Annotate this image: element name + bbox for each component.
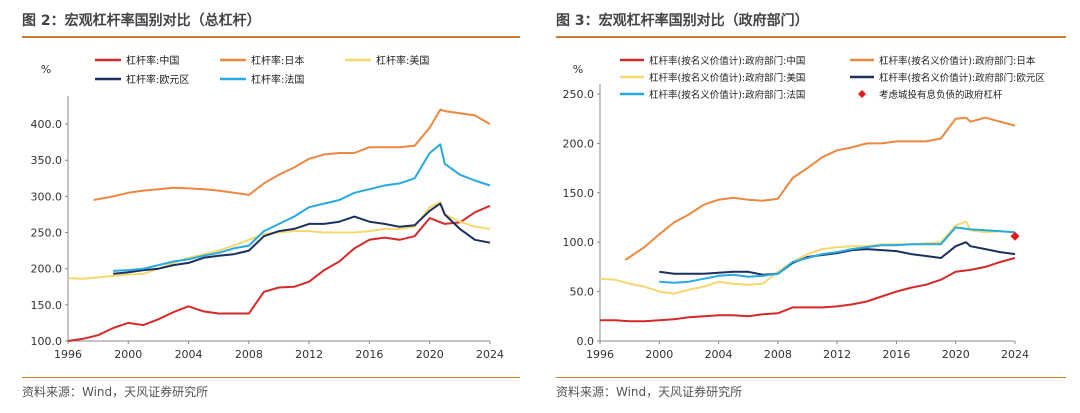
series-line bbox=[113, 143, 491, 272]
y-tick-label: 0.0 bbox=[577, 335, 595, 348]
y-tick-label: 100.0 bbox=[563, 236, 595, 249]
y-tick-label: 150.0 bbox=[563, 187, 595, 200]
legend-label: 杠杆率(按名义价值计):政府部门:中国 bbox=[649, 55, 805, 67]
legend-label: 杠杆率:欧元区 bbox=[126, 73, 189, 86]
chart-title: 图 3：宏观杠杆率国别对比（政府部门） bbox=[556, 13, 809, 29]
source-note: 资料来源：Wind，天风证券研究所 bbox=[22, 385, 209, 399]
legend-marker bbox=[858, 90, 866, 98]
series-marker bbox=[1010, 231, 1020, 241]
source-rule bbox=[556, 377, 1066, 378]
y-tick-label: 400.0 bbox=[31, 118, 63, 131]
chart-total-leverage: % 100.0 150.0 200.0 250.0 300.0 350.0 400.0 1996… bbox=[31, 54, 505, 361]
series-line bbox=[93, 108, 491, 201]
source-note: 资料来源：Wind，天风证券研究所 bbox=[556, 385, 743, 399]
y-tick-label: 200.0 bbox=[563, 137, 595, 150]
x-tick-label: 2024 bbox=[1001, 348, 1029, 361]
series-line bbox=[67, 201, 491, 280]
x-tick-label: 2008 bbox=[764, 348, 792, 361]
series-line bbox=[599, 220, 1016, 295]
legend-label: 杠杆率(按名义价值计):政府部门:欧元区 bbox=[879, 72, 1045, 84]
legend-label: 杠杆率:日本 bbox=[251, 54, 304, 67]
panel-left: 图 2：宏观杠杆率国别对比（总杠杆） % 100.0 150.0 200.0 250.0… bbox=[0, 0, 530, 413]
x-tick-label: 1996 bbox=[586, 348, 614, 361]
x-tick-label: 2016 bbox=[355, 348, 383, 361]
y-tick-label: 250.0 bbox=[563, 88, 595, 101]
legend-label: 考虑城投有息负债的政府杠杆 bbox=[879, 89, 1003, 101]
y-tick-label: 50.0 bbox=[570, 286, 595, 299]
x-tick-label: 2020 bbox=[942, 348, 970, 361]
title-rule bbox=[22, 36, 520, 38]
y-tick-label: 300.0 bbox=[31, 190, 63, 203]
legend-label: 杠杆率:美国 bbox=[376, 54, 429, 67]
x-tick-label: 2016 bbox=[882, 348, 910, 361]
source-rule bbox=[22, 377, 520, 378]
x-tick-label: 2008 bbox=[235, 348, 263, 361]
legend-label: 杠杆率:法国 bbox=[251, 73, 304, 86]
legend-label: 杠杆率(按名义价值计):政府部门:美国 bbox=[649, 72, 805, 84]
x-tick-label: 2020 bbox=[416, 348, 444, 361]
legend-label: 杠杆率(按名义价值计):政府部门:法国 bbox=[649, 89, 805, 101]
legend-label: 杠杆率:中国 bbox=[126, 54, 179, 67]
x-tick-label: 2004 bbox=[705, 348, 733, 361]
y-tick-label: 100.0 bbox=[31, 335, 63, 348]
panel-right: 图 3：宏观杠杆率国别对比（政府部门） % 0.0 50.0 100.0 150.0 20… bbox=[542, 0, 1080, 413]
x-tick-label: 2000 bbox=[645, 348, 673, 361]
series-line bbox=[659, 226, 1016, 284]
x-tick-label: 1996 bbox=[54, 348, 82, 361]
y-tick-label: 250.0 bbox=[31, 227, 63, 240]
title-rule bbox=[556, 36, 1066, 38]
y-axis-unit: % bbox=[41, 63, 51, 76]
y-tick-label: 200.0 bbox=[31, 263, 63, 276]
chart-title: 图 2：宏观杠杆率国别对比（总杠杆） bbox=[22, 13, 261, 29]
x-tick-label: 2000 bbox=[114, 348, 142, 361]
x-tick-label: 2012 bbox=[823, 348, 851, 361]
series-line bbox=[600, 257, 1016, 323]
legend-label: 杠杆率(按名义价值计):政府部门:日本 bbox=[879, 55, 1036, 67]
x-tick-label: 2012 bbox=[295, 348, 323, 361]
x-tick-label: 2024 bbox=[476, 348, 504, 361]
chart-government-leverage: % 0.0 50.0 100.0 150.0 200.0 250.0 1996 2000 2004… bbox=[563, 55, 1046, 361]
x-tick-label: 2004 bbox=[175, 348, 203, 361]
series-line bbox=[624, 116, 1016, 261]
y-axis-unit: % bbox=[573, 63, 583, 76]
y-tick-label: 350.0 bbox=[31, 154, 63, 167]
series-line bbox=[67, 204, 491, 342]
y-tick-label: 150.0 bbox=[31, 299, 63, 312]
series-line bbox=[113, 202, 491, 275]
